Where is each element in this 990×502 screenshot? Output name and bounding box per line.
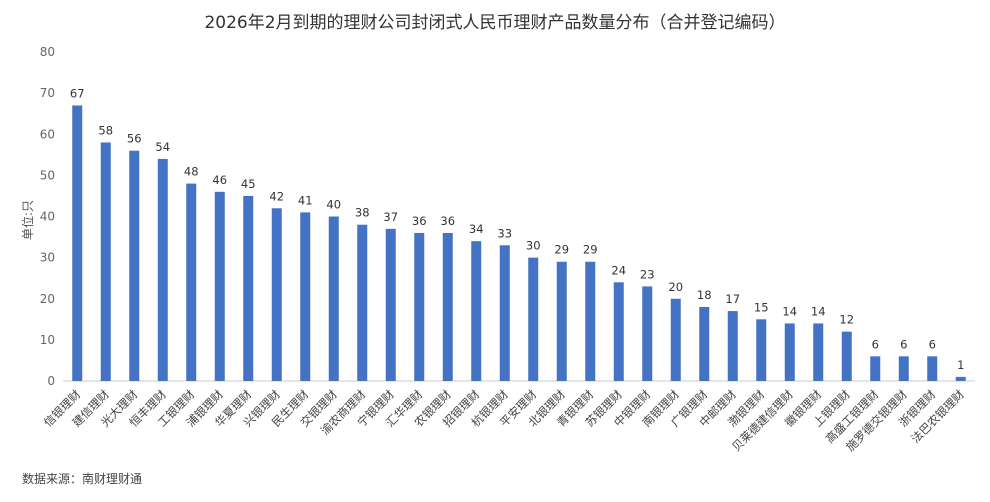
bar xyxy=(357,224,368,381)
bar xyxy=(727,311,738,381)
y-tick-label: 0 xyxy=(47,374,55,388)
data-label: 36 xyxy=(440,214,455,228)
bars-group xyxy=(72,105,966,382)
data-label: 24 xyxy=(611,263,626,277)
category-labels-group: 信银理财建信理财光大理财恒丰理财工银理财浦银理财华夏理财兴银理财民生理财交银理财… xyxy=(41,387,967,454)
source-note: 数据来源：南财理财通 xyxy=(22,471,142,486)
bar xyxy=(585,261,596,381)
bar xyxy=(556,261,567,381)
bar xyxy=(243,195,254,381)
data-label: 67 xyxy=(70,86,85,100)
y-tick-label: 80 xyxy=(40,45,55,59)
data-label: 1 xyxy=(957,358,964,372)
bar xyxy=(670,298,681,381)
data-label: 33 xyxy=(497,226,512,240)
data-label: 48 xyxy=(184,165,199,179)
bar xyxy=(214,191,225,381)
data-label: 40 xyxy=(326,198,341,212)
bar xyxy=(841,331,852,381)
data-label: 34 xyxy=(469,222,484,236)
data-label: 15 xyxy=(754,300,769,314)
bar xyxy=(784,323,795,381)
data-label: 38 xyxy=(355,206,370,220)
bar xyxy=(642,286,653,381)
bar xyxy=(157,158,168,381)
bar xyxy=(328,216,339,381)
data-label: 42 xyxy=(269,189,284,203)
data-label: 45 xyxy=(241,177,256,191)
data-label: 29 xyxy=(554,243,569,257)
y-tick-label: 50 xyxy=(40,168,55,182)
data-label: 37 xyxy=(383,210,398,224)
y-tick-label: 30 xyxy=(40,251,55,265)
bar xyxy=(756,319,767,381)
y-tick-label: 60 xyxy=(40,127,55,141)
data-label: 17 xyxy=(725,292,740,306)
bar xyxy=(129,150,140,381)
bar xyxy=(186,183,197,381)
data-label: 12 xyxy=(839,313,854,327)
bar xyxy=(898,356,909,381)
data-label: 56 xyxy=(127,132,142,146)
data-label: 6 xyxy=(900,337,907,351)
bar xyxy=(271,208,282,381)
bar xyxy=(72,105,83,382)
value-labels-group: 67 58 56 54 48 46 45 42 41 40 38 37 36 36 34 33 30 29 29 24… xyxy=(70,86,964,371)
data-label: 20 xyxy=(668,280,683,294)
data-label: 30 xyxy=(526,239,541,253)
y-tick-label: 20 xyxy=(40,292,55,306)
data-label: 29 xyxy=(583,243,598,257)
bar xyxy=(300,212,311,381)
bar xyxy=(927,356,938,381)
bar xyxy=(385,228,396,381)
chart-title: 2026年2月到期的理财公司封闭式人民币理财产品数量分布（合并登记编码） xyxy=(204,13,785,33)
y-tick-label: 70 xyxy=(40,86,55,100)
data-label: 6 xyxy=(872,337,879,351)
data-label: 14 xyxy=(782,304,797,318)
bar xyxy=(528,257,539,381)
data-label: 23 xyxy=(640,267,655,281)
bar xyxy=(499,245,510,381)
y-axis-ticks: 0 10 20 30 40 50 60 70 80 xyxy=(40,45,55,388)
data-label: 41 xyxy=(298,193,313,207)
bar xyxy=(813,323,824,381)
y-tick-label: 10 xyxy=(40,333,55,347)
data-label: 46 xyxy=(212,173,227,187)
bar xyxy=(699,306,710,381)
bar xyxy=(613,282,624,381)
bar xyxy=(870,356,881,381)
bar xyxy=(442,232,453,381)
y-axis-label: 单位:只 xyxy=(20,200,35,240)
bar xyxy=(414,232,425,381)
data-label: 36 xyxy=(412,214,427,228)
data-label: 54 xyxy=(155,140,170,154)
data-label: 58 xyxy=(98,123,113,137)
data-label: 18 xyxy=(697,288,712,302)
y-tick-label: 40 xyxy=(40,210,55,224)
data-label: 14 xyxy=(811,304,826,318)
data-label: 6 xyxy=(929,337,936,351)
bar xyxy=(955,376,966,381)
bar xyxy=(471,241,482,381)
bar xyxy=(100,142,111,381)
